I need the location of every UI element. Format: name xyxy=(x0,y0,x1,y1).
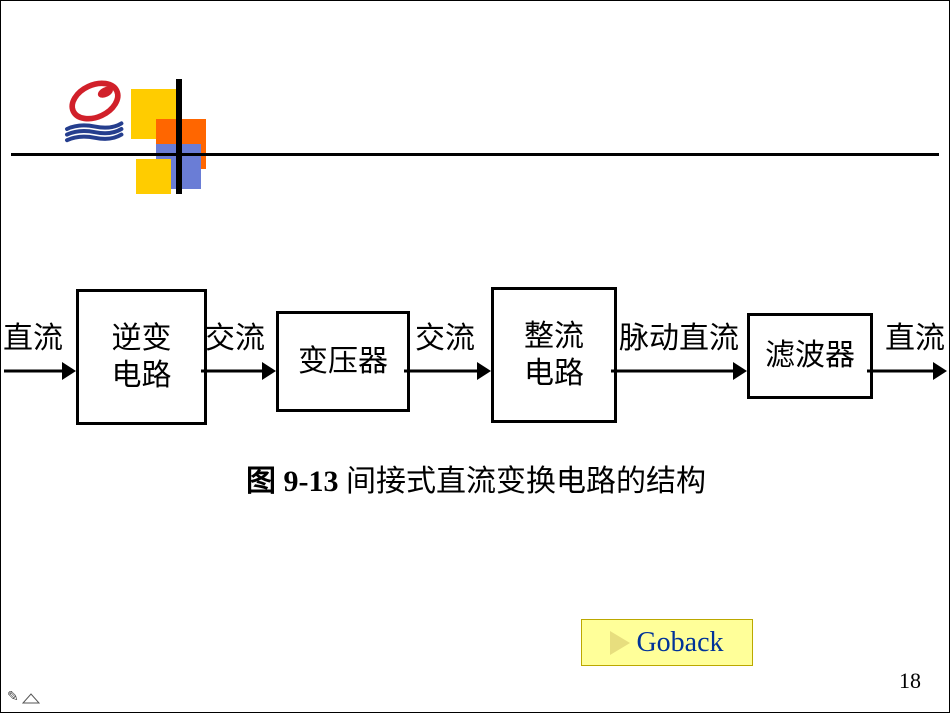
play-icon xyxy=(610,631,630,655)
page-number: 18 xyxy=(899,668,921,694)
figure-caption: 图 9-13 间接式直流变换电路的结构 xyxy=(1,456,950,500)
arrow-label-1: 交流 xyxy=(205,313,265,357)
block-b1: 逆变电路 xyxy=(76,289,207,425)
block-b4: 滤波器 xyxy=(747,313,873,399)
arrow-label-2: 交流 xyxy=(415,313,475,357)
header-rule xyxy=(11,153,939,156)
block-b2: 变压器 xyxy=(276,311,410,412)
arrow-0 xyxy=(4,357,76,385)
figure-title: 间接式直流变换电路的结构 xyxy=(339,465,707,498)
arrow-label-0: 直流 xyxy=(3,313,63,357)
block-b3: 整流电路 xyxy=(491,287,617,423)
arrow-1 xyxy=(201,357,276,385)
arrow-label-3: 脉动直流 xyxy=(619,313,739,357)
arrow-4 xyxy=(867,357,947,385)
arrow-2 xyxy=(404,357,491,385)
logo-swirl-icon xyxy=(51,69,131,149)
slide: 逆变电路变压器整流电路滤波器直流交流交流脉动直流直流 图 9-13 间接式直流变… xyxy=(0,0,950,713)
arrow-label-4: 直流 xyxy=(885,313,945,357)
goback-button[interactable]: Goback xyxy=(581,619,753,666)
powerpoint-icon: ✎ xyxy=(7,689,40,706)
arrow-3 xyxy=(611,357,747,385)
goback-label: Goback xyxy=(636,627,723,659)
figure-number: 图 9-13 xyxy=(246,465,339,498)
